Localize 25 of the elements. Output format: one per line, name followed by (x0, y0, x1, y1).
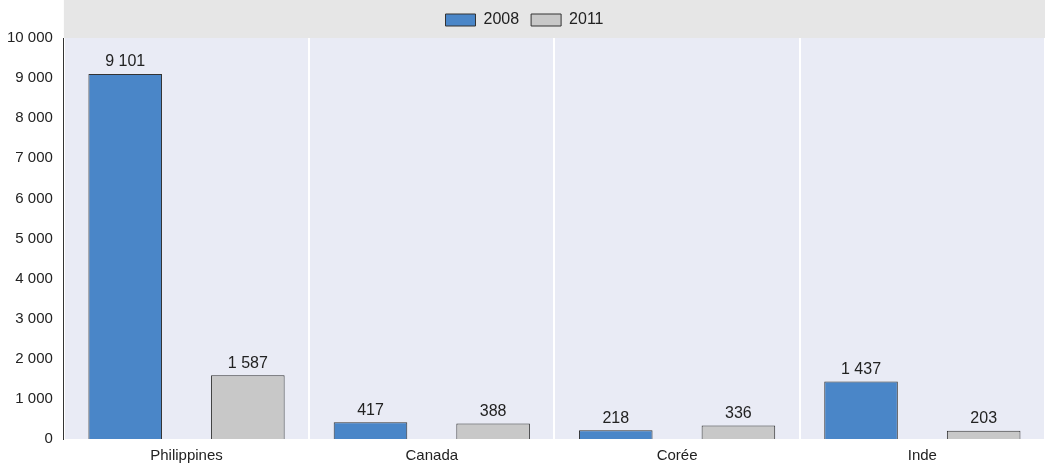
y-tick-label: 0 (44, 429, 53, 447)
y-tick-label: 8 000 (15, 108, 53, 126)
y-tick-label: 6 000 (15, 188, 53, 206)
y-tick-label: 5 000 (15, 228, 53, 246)
data-label: 9 101 (105, 52, 146, 70)
data-label: 388 (479, 401, 507, 419)
x-tick-label: Corée (656, 446, 698, 464)
y-tick-label: 4 000 (15, 268, 53, 286)
x-tick-label: Canada (405, 446, 459, 464)
data-label: 1 437 (841, 359, 882, 377)
data-label: 417 (357, 400, 384, 418)
data-label: 218 (602, 408, 630, 426)
y-tick-label: 1 000 (15, 389, 53, 407)
data-label: 203 (970, 409, 998, 427)
legend-label: 2008 (483, 10, 520, 28)
y-tick-label: 7 000 (15, 148, 53, 166)
y-tick-label: 10 000 (6, 28, 53, 46)
y-tick-label: 3 000 (15, 308, 53, 326)
y-tick-label: 2 000 (15, 348, 53, 366)
data-label: 1 587 (227, 353, 268, 371)
y-tick-label: 9 000 (15, 68, 53, 86)
x-tick-label: Inde (907, 446, 937, 464)
legend-label: 2011 (569, 10, 604, 28)
x-tick-label: Philippines (150, 446, 223, 464)
data-label: 336 (725, 403, 752, 421)
